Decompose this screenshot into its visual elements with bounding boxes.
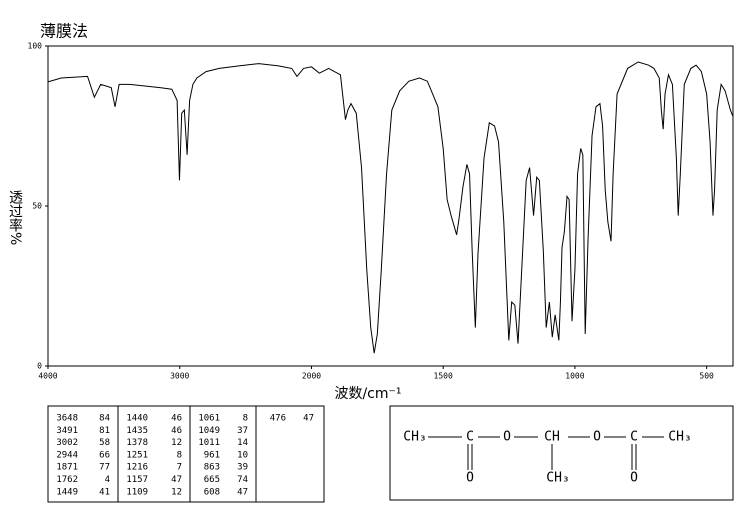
peak-transmittance: 58 — [99, 438, 110, 448]
peak-transmittance: 84 — [99, 414, 110, 424]
peak-transmittance: 46 — [171, 414, 182, 424]
x-tick-label: 3000 — [170, 372, 189, 381]
structure-group: CH₃ — [403, 430, 426, 445]
x-tick-label: 1500 — [434, 372, 453, 381]
structure-group: C — [466, 430, 474, 445]
peak-wavenumber: 1435 — [126, 426, 148, 436]
peak-wavenumber: 1109 — [126, 487, 148, 497]
structure-group: CH₃ — [668, 430, 691, 445]
peak-wavenumber: 3648 — [56, 414, 78, 424]
peak-wavenumber: 1061 — [198, 414, 220, 424]
peak-transmittance: 8 — [177, 450, 182, 460]
x-tick-label: 500 — [699, 372, 714, 381]
peak-wavenumber: 1251 — [126, 450, 148, 460]
peak-wavenumber: 3491 — [56, 426, 78, 436]
peak-transmittance: 47 — [303, 414, 314, 424]
x-tick-label: 1000 — [565, 372, 584, 381]
structure-group: O — [503, 430, 511, 445]
peak-wavenumber: 3002 — [56, 438, 78, 448]
structure-group: CH₃ — [546, 471, 569, 486]
x-tick-label: 4000 — [38, 372, 57, 381]
spectrum-line — [47, 61, 734, 354]
peak-transmittance: 74 — [237, 475, 248, 485]
peak-wavenumber: 1440 — [126, 414, 148, 424]
y-tick-label: 100 — [28, 42, 43, 51]
peak-wavenumber: 1871 — [56, 463, 78, 473]
peak-transmittance: 12 — [171, 438, 182, 448]
peak-transmittance: 37 — [237, 426, 248, 436]
peak-transmittance: 77 — [99, 463, 110, 473]
peak-wavenumber: 1378 — [126, 438, 148, 448]
peak-wavenumber: 608 — [204, 487, 220, 497]
peak-transmittance: 47 — [237, 487, 248, 497]
peak-transmittance: 4 — [105, 475, 110, 485]
y-axis-label: 透过率% — [7, 190, 23, 245]
structure-group: O — [630, 471, 638, 486]
peak-wavenumber: 1449 — [56, 487, 78, 497]
structure-group: CH — [544, 430, 560, 445]
x-tick-label: 2000 — [302, 372, 321, 381]
structure-group: O — [593, 430, 601, 445]
structure-bonds — [428, 436, 664, 470]
peak-transmittance: 14 — [237, 438, 248, 448]
structure-group: C — [630, 430, 638, 445]
peak-transmittance: 47 — [171, 475, 182, 485]
peak-transmittance: 81 — [99, 426, 110, 436]
peak-wavenumber: 665 — [204, 475, 220, 485]
peak-table-frame — [47, 405, 325, 503]
peak-transmittance: 39 — [237, 463, 248, 473]
peak-wavenumber: 1157 — [126, 475, 148, 485]
peak-wavenumber: 1011 — [198, 438, 220, 448]
y-tick-label: 50 — [32, 202, 42, 211]
peak-wavenumber: 961 — [204, 450, 220, 460]
peak-wavenumber: 2944 — [56, 450, 78, 460]
structure-frame — [389, 405, 734, 501]
chart-title: 薄膜法 — [40, 22, 88, 41]
peak-transmittance: 8 — [243, 414, 248, 424]
peak-transmittance: 7 — [177, 463, 182, 473]
y-tick-label: 0 — [37, 362, 42, 371]
peak-wavenumber: 1049 — [198, 426, 220, 436]
peak-wavenumber: 1216 — [126, 463, 148, 473]
peak-transmittance: 46 — [171, 426, 182, 436]
peak-transmittance: 10 — [237, 450, 248, 460]
plot-frame — [47, 45, 734, 367]
peak-transmittance: 41 — [99, 487, 110, 497]
peak-wavenumber: 476 — [270, 414, 286, 424]
peak-transmittance: 66 — [99, 450, 110, 460]
peak-wavenumber: 863 — [204, 463, 220, 473]
peak-transmittance: 12 — [171, 487, 182, 497]
x-axis-label: 波数/cm⁻¹ — [334, 386, 401, 402]
peak-wavenumber: 1762 — [56, 475, 78, 485]
structure-group: O — [466, 471, 474, 486]
